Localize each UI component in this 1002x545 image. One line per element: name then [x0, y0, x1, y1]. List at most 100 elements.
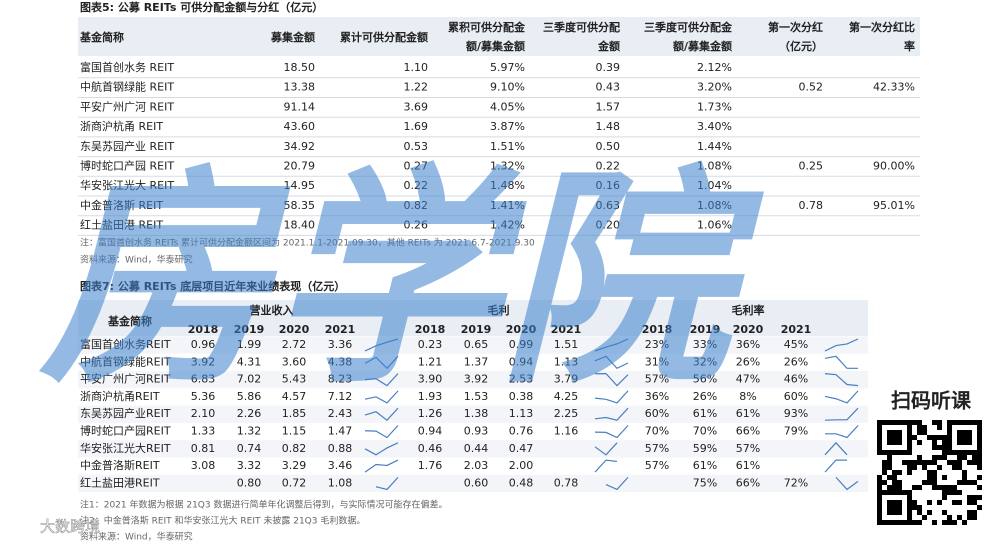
qr-cell — [942, 445, 947, 450]
cell: 0.39 — [596, 61, 621, 74]
qr-cell — [952, 485, 957, 490]
row-bg — [78, 474, 868, 493]
year-header: 2021 — [551, 323, 582, 336]
qr-cell — [897, 480, 902, 485]
cell: 7.02 — [237, 373, 262, 386]
qr-cell — [887, 455, 892, 460]
qr-cell — [957, 490, 962, 495]
qr-cell — [972, 495, 977, 500]
cell: 3.08 — [191, 459, 216, 472]
qr-cell — [962, 480, 967, 485]
cell: 70% — [645, 425, 669, 438]
qr-cell — [942, 475, 947, 480]
qr-cell — [892, 500, 897, 505]
qr-cell — [917, 510, 922, 515]
cell: 1.47 — [328, 425, 353, 438]
column-header: 额/募集金额 — [673, 39, 732, 53]
cell: 2.72 — [282, 338, 307, 351]
cell: 23% — [645, 338, 669, 351]
qr-cell — [902, 520, 907, 525]
qr-cell — [972, 500, 977, 505]
qr-cell — [922, 480, 927, 485]
cell: 1.10 — [404, 61, 429, 74]
qr-cell — [907, 500, 912, 505]
cell: 0.16 — [596, 179, 621, 192]
table-title: 图表5: 公募 REITs 可供分配金额与分红（亿元） — [80, 0, 323, 14]
cell: 57% — [645, 373, 669, 386]
cell: 1.08% — [697, 160, 732, 173]
cell: 20.79 — [284, 160, 316, 173]
qr-cell — [937, 425, 942, 430]
qr-cell — [947, 420, 952, 425]
cell: 42.33% — [873, 81, 915, 94]
cell: 46% — [784, 373, 808, 386]
qr-cell — [952, 420, 957, 425]
qr-cell — [892, 470, 897, 475]
cell: 1.48% — [490, 179, 525, 192]
cell: 2.43 — [328, 407, 353, 420]
qr-cell — [977, 435, 982, 440]
qr-cell — [917, 460, 922, 465]
qr-cell — [932, 485, 937, 490]
column-header: 基金简称 — [107, 314, 152, 328]
cell: 61% — [693, 459, 717, 472]
cell: 9.10% — [490, 81, 525, 94]
cell: 0.53 — [404, 140, 429, 153]
sparkline — [824, 355, 858, 369]
year-header: 2018 — [642, 323, 673, 336]
cell: 2.25 — [554, 407, 579, 420]
cell: 0.80 — [237, 476, 262, 489]
cell: 0.43 — [596, 81, 621, 94]
qr-cell — [907, 490, 912, 495]
cell: 1.33 — [191, 425, 216, 438]
cell: 6.83 — [191, 373, 216, 386]
qr-cell — [917, 455, 922, 460]
qr-cell — [897, 440, 902, 445]
cell: 36% — [645, 390, 669, 403]
qr-cell — [927, 500, 932, 505]
qr-cell — [907, 460, 912, 465]
cell: 1.44% — [697, 140, 732, 153]
cell: 0.78 — [799, 199, 824, 212]
row-bg — [78, 371, 868, 389]
qr-cell — [952, 520, 957, 525]
qr-cell — [967, 480, 972, 485]
qr-cell — [937, 445, 942, 450]
qr-cell — [957, 460, 962, 465]
qr-cell — [947, 450, 952, 455]
qr-cell — [952, 500, 957, 505]
qr-cell — [907, 425, 912, 430]
qr-cell — [952, 490, 957, 495]
qr-cell — [892, 420, 897, 425]
cell: 26% — [784, 355, 808, 368]
cell: 79% — [784, 425, 808, 438]
qr-cell — [932, 480, 937, 485]
qr-cell — [942, 455, 947, 460]
cell: 0.46 — [418, 442, 443, 455]
sparkline — [835, 476, 859, 491]
qr-cell — [967, 435, 972, 440]
qr-cell — [927, 475, 932, 480]
cell: 3.29 — [282, 459, 307, 472]
qr-cell — [887, 510, 892, 515]
cell: 34.92 — [284, 140, 316, 153]
cell: 3.90 — [418, 373, 443, 386]
cell: 0.81 — [191, 442, 216, 455]
qr-cell — [902, 490, 907, 495]
qr-cell — [947, 520, 952, 525]
qr-cell — [882, 470, 887, 475]
qr-cell — [912, 485, 917, 490]
qr-cell — [957, 435, 962, 440]
cell: 3.92 — [464, 373, 489, 386]
note: 注2：中金普洛斯 REIT 和华安张江光大 REIT 未披露 21Q3 毛利数据… — [80, 515, 365, 527]
year-header: 2021 — [781, 323, 812, 336]
qr-cell — [917, 420, 922, 425]
qr-cell — [907, 445, 912, 450]
sparkline — [364, 442, 399, 456]
cell: 富国首创水务 REIT — [80, 60, 174, 74]
cell: 1.51% — [490, 140, 525, 153]
cell: 2.00 — [509, 459, 534, 472]
cell: 4.57 — [282, 390, 307, 403]
cell: 0.94 — [509, 355, 534, 368]
qr-cell — [897, 420, 902, 425]
